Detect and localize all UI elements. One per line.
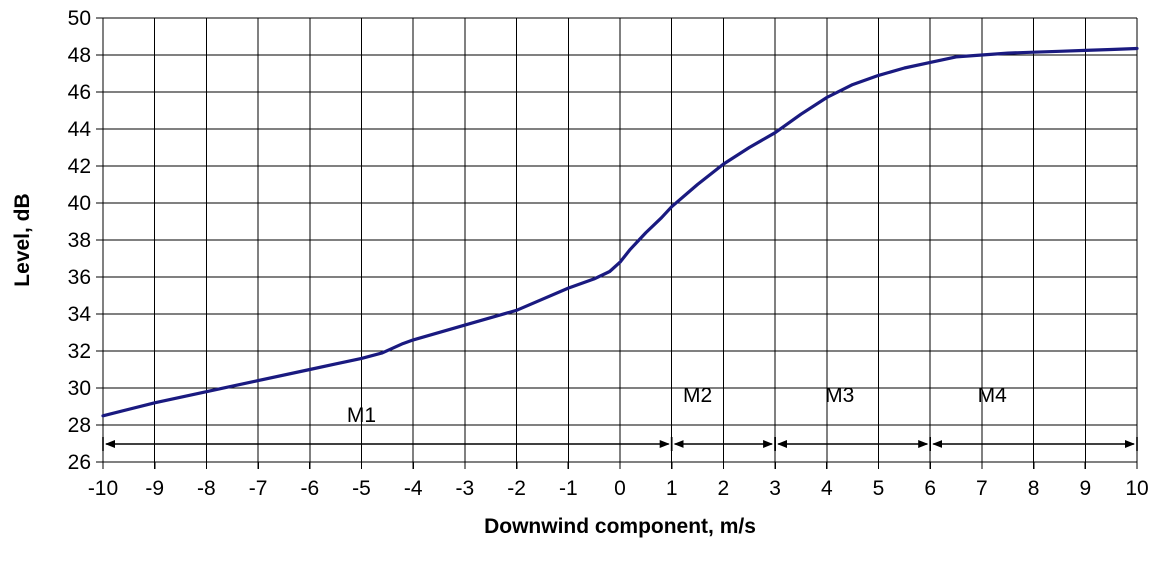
x-tick-label: 4 [821,477,833,500]
axes [96,17,1138,469]
y-tick-label: 46 [68,81,91,104]
y-tick-label: 50 [68,7,91,30]
y-tick-label: 44 [68,118,92,141]
x-tick-label: 8 [1028,477,1040,500]
x-tick-label: 5 [873,477,885,500]
x-tick-label: 6 [924,477,936,500]
region-label-m3: M3 [825,384,854,407]
y-tick-label: 36 [68,266,91,289]
y-tick-label: 38 [68,229,91,252]
y-tick-label: 28 [68,414,91,437]
y-tick-label: 26 [68,451,91,474]
x-tick-label: -7 [249,477,268,500]
x-tick-label: 10 [1125,477,1148,500]
x-tick-label: 2 [718,477,730,500]
region-annotations: M1 M2 M3 M4 [102,384,1138,451]
x-tick-label: 7 [976,477,988,500]
x-axis-title: Downwind component, m/s [484,515,756,538]
x-tick-label: 1 [666,477,678,500]
x-tick-label: -1 [559,477,578,500]
y-tick-label: 48 [68,44,91,67]
x-tick-label: 0 [614,477,626,500]
x-tick-label: -8 [197,477,216,500]
y-tick-label: 32 [68,340,91,363]
y-tick-label: 30 [68,377,91,400]
region-label-m2: M2 [683,384,712,407]
y-tick-label: 40 [68,192,91,215]
region-label-m4: M4 [978,384,1007,407]
series-layer [101,46,1139,418]
x-tick-label: -2 [507,477,526,500]
region-label-m1: M1 [347,404,376,427]
x-tick-label: -3 [456,477,475,500]
series-line-1 [101,46,1139,418]
x-tick-label: -10 [88,477,118,500]
x-tick-label: 3 [769,477,781,500]
x-tick-label: -5 [352,477,371,500]
tick-labels: -10 -9 -8 -7 -6 -5 -4 -3 -2 -1 0 1 2 3 4 5 6 7 8 9 102628303… [68,7,1149,500]
y-axis-title: Level, dB [11,193,34,286]
x-tick-label: -4 [404,477,423,500]
y-tick-label: 42 [68,155,91,178]
y-tick-label: 34 [68,303,92,326]
x-tick-label: -9 [145,477,164,500]
x-tick-label: 9 [1079,477,1091,500]
x-tick-label: -6 [300,477,319,500]
